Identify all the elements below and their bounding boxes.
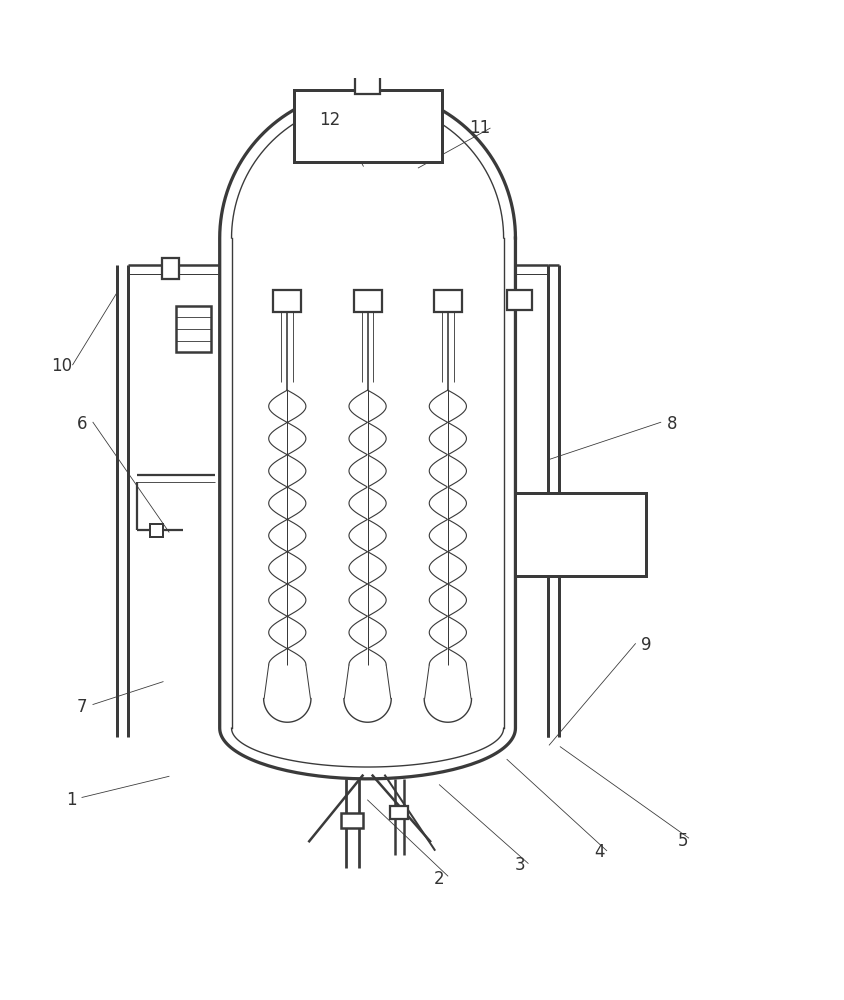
Text: 3: 3: [514, 856, 524, 874]
Text: 4: 4: [594, 843, 604, 861]
Bar: [149, 524, 163, 537]
Text: 7: 7: [77, 698, 87, 716]
Text: 8: 8: [666, 415, 676, 433]
Bar: [506, 290, 532, 310]
Text: 12: 12: [318, 111, 340, 129]
Bar: [162, 258, 179, 279]
Text: 9: 9: [641, 636, 651, 654]
Bar: [340, 813, 362, 828]
Bar: [294, 90, 441, 162]
Bar: [434, 290, 462, 312]
Bar: [353, 290, 381, 312]
Bar: [176, 306, 211, 352]
Bar: [389, 806, 408, 819]
Bar: [515, 493, 646, 576]
Text: 11: 11: [468, 119, 490, 137]
Text: 6: 6: [77, 415, 87, 433]
Text: 5: 5: [677, 832, 687, 850]
Bar: [354, 73, 380, 94]
Text: 2: 2: [434, 870, 444, 888]
Text: 1: 1: [67, 791, 77, 809]
Bar: [273, 290, 300, 312]
Text: 10: 10: [51, 357, 73, 375]
